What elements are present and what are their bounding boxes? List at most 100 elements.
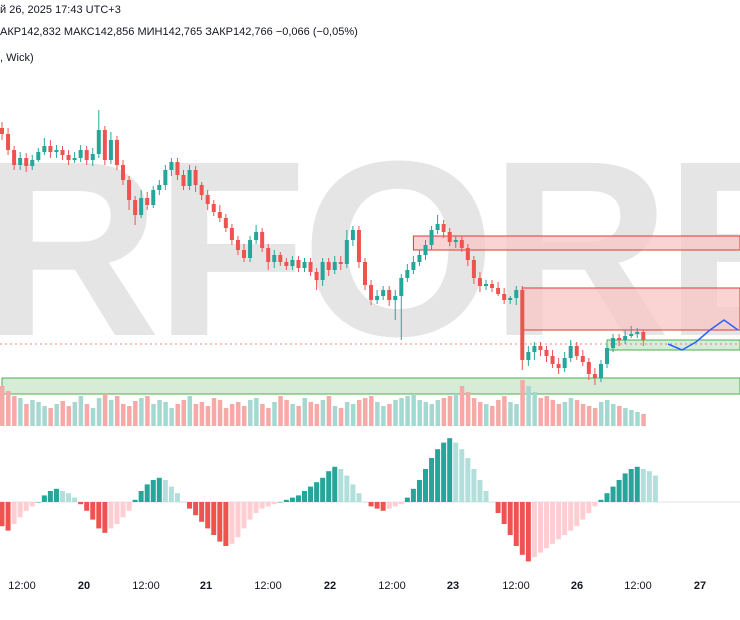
volume-bar	[260, 404, 265, 426]
oscillator-bar	[114, 502, 120, 524]
support-zone	[606, 339, 740, 351]
volume-bar	[393, 400, 398, 426]
oscillator-bar	[72, 497, 78, 502]
ohlc-readout: АКР142,832 МАКС142,856 МИН142,765 ЗАКР14…	[0, 26, 358, 38]
volume-bar	[568, 398, 574, 426]
volume-bar	[490, 406, 495, 426]
candle-body	[611, 338, 616, 348]
candle-body	[405, 270, 410, 278]
volume-bar	[363, 398, 368, 426]
volume-bar	[308, 402, 314, 426]
oscillator-bar	[78, 502, 84, 505]
oscillator-bar	[604, 493, 610, 502]
candle-body	[114, 140, 119, 165]
candle-body	[302, 262, 307, 268]
oscillator-bar	[265, 502, 271, 507]
candle-body	[66, 155, 71, 160]
oscillator-bar	[610, 486, 616, 502]
oscillator-bar	[53, 488, 59, 502]
oscillator-bar	[562, 502, 568, 535]
oscillator-bar	[477, 480, 483, 502]
oscillator-bar	[47, 491, 53, 502]
oscillator-bar	[652, 475, 658, 502]
volume-bar	[217, 400, 223, 426]
candle-body	[199, 185, 204, 195]
candle-body	[423, 245, 428, 255]
volume-bar	[211, 398, 217, 426]
volume-bar	[145, 396, 150, 426]
candle-body	[477, 278, 482, 286]
zones-layer	[1, 235, 740, 395]
oscillator-bar	[259, 502, 265, 509]
candle-body	[574, 346, 579, 356]
oscillator-bar	[544, 502, 549, 549]
candle-body	[381, 290, 386, 296]
candle-body	[580, 356, 585, 362]
volume-bar	[6, 391, 11, 426]
oscillator-bar	[471, 469, 477, 502]
candle-body	[296, 260, 301, 268]
candle-body	[223, 218, 228, 228]
candle-body	[586, 362, 591, 374]
oscillator-bar	[108, 502, 114, 529]
oscillator-bar	[205, 502, 211, 529]
oscillator-bar	[332, 466, 338, 502]
oscillator-bar	[326, 471, 332, 502]
oscillator-bar	[277, 502, 283, 503]
volume-bar	[453, 394, 459, 426]
candle-body	[308, 262, 313, 272]
candle-body	[24, 158, 29, 166]
volume-bar	[520, 380, 525, 426]
candle-body	[0, 128, 4, 134]
oscillator-bar	[84, 502, 90, 511]
candle-body	[151, 190, 156, 205]
candle-body	[242, 250, 246, 258]
candle-body	[459, 240, 464, 248]
oscillator-bar	[126, 502, 132, 511]
volume-bar	[127, 406, 132, 426]
oscillator-bar	[592, 502, 598, 507]
oscillator-bar	[622, 473, 628, 502]
volume-bar	[284, 400, 289, 426]
candle-body	[538, 346, 543, 350]
volume-bar	[556, 404, 562, 426]
candle-body	[369, 285, 374, 300]
oscillator-bar	[156, 477, 162, 502]
candle-body	[96, 130, 101, 154]
candle-body	[121, 165, 125, 180]
time-axis-label: 12:00	[132, 580, 160, 592]
oscillator-bar	[23, 502, 29, 511]
candles-layer	[0, 110, 646, 385]
candle-body	[344, 240, 349, 264]
chart-date-time: й 26, 2025 17:43 UTC+3	[0, 4, 121, 16]
indicator-legend[interactable]: , Wick)	[0, 52, 34, 64]
volume-bar	[526, 386, 531, 426]
candle-body	[42, 146, 47, 152]
oscillator-bar	[362, 502, 368, 503]
candle-body	[169, 162, 174, 170]
volume-bar	[42, 406, 47, 426]
volume-bar	[369, 396, 374, 426]
candle-body	[181, 175, 186, 186]
candle-body	[78, 150, 83, 158]
candle-body	[193, 170, 198, 185]
volume-bar	[441, 398, 447, 426]
oscillator-bar	[162, 480, 168, 502]
candle-body	[447, 232, 452, 242]
time-axis-label: 12:00	[378, 580, 406, 592]
candle-body	[592, 374, 597, 378]
candle-body	[60, 150, 65, 155]
volume-bar	[580, 404, 586, 426]
time-axis-label: 26	[571, 580, 583, 592]
volume-bar	[72, 402, 78, 426]
candle-body	[550, 356, 555, 364]
volume-bar	[54, 404, 59, 426]
candle-body	[217, 212, 222, 218]
oscillator-bar	[525, 502, 531, 562]
oscillator-bar	[459, 449, 465, 502]
candle-body	[175, 162, 180, 175]
candle-body	[157, 185, 162, 190]
candle-body	[568, 346, 573, 358]
oscillator-bar	[308, 486, 314, 502]
